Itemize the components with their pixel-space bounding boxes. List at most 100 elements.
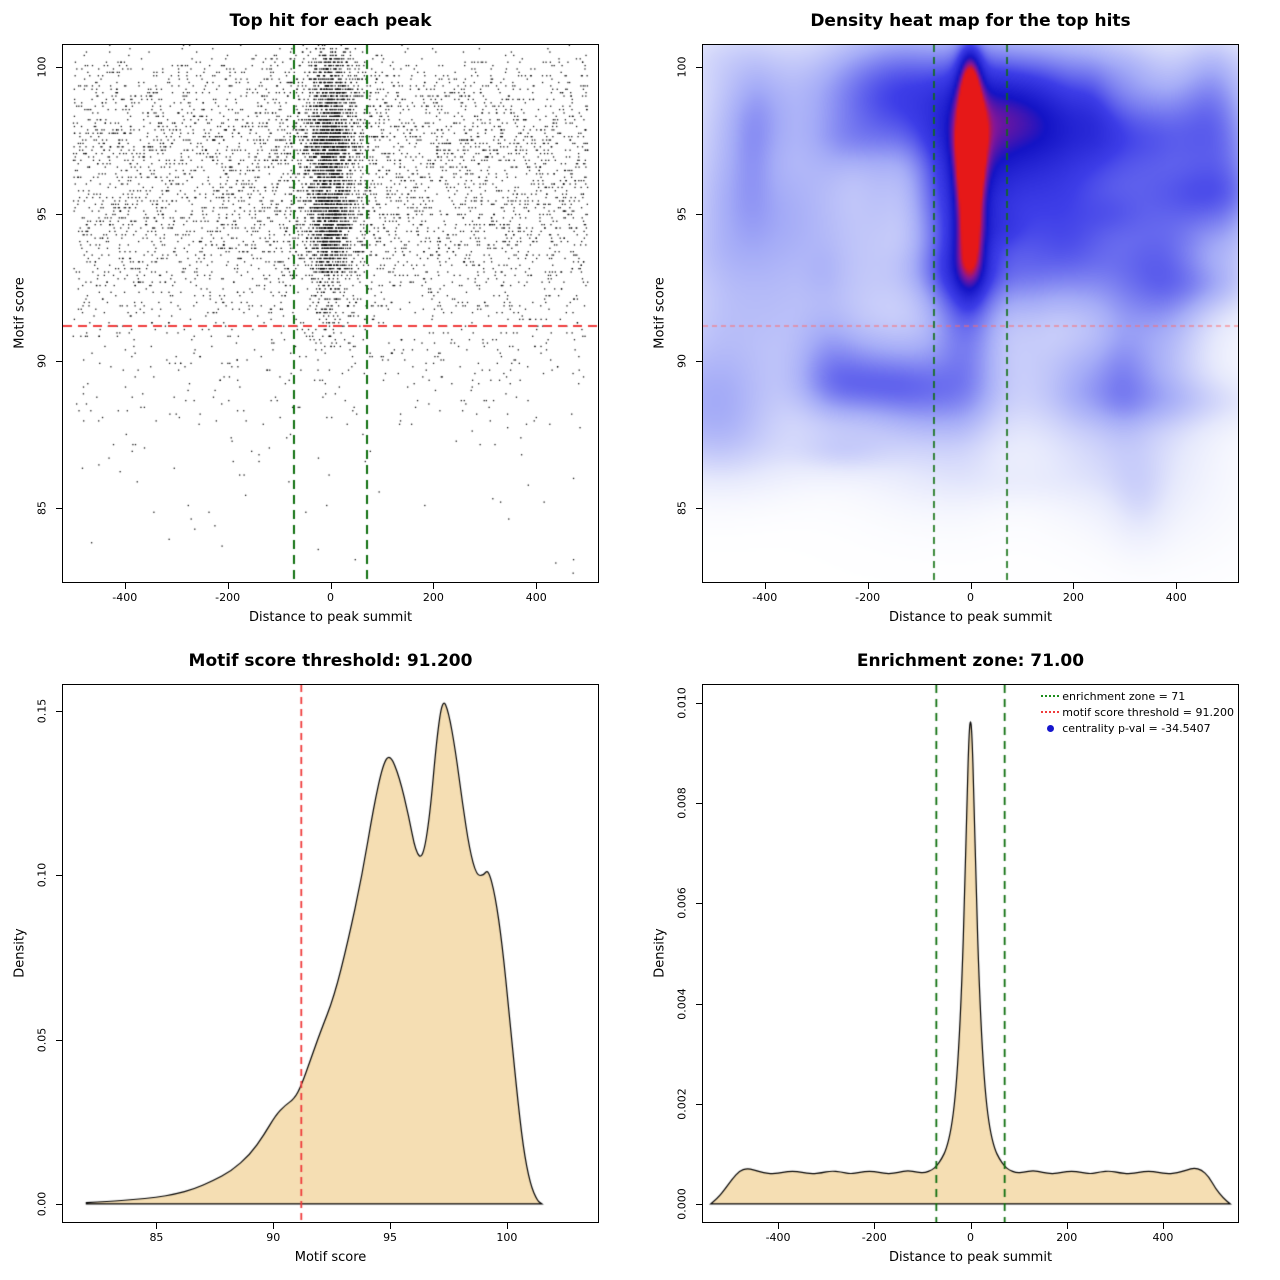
x-tick-label: 100 <box>496 1231 518 1244</box>
x-tick-mark <box>390 1223 392 1229</box>
x-tick-mark <box>330 583 332 589</box>
y-axis-title: Motif score <box>12 277 28 349</box>
y-tick-label: 0.008 <box>675 787 689 819</box>
y-tick-mark <box>696 1103 702 1105</box>
legend-entry: motif score threshold = 91.200 <box>1038 704 1234 720</box>
x-tick-mark <box>273 1223 275 1229</box>
y-tick-mark <box>56 875 62 877</box>
x-tick-mark <box>970 583 972 589</box>
scatter-canvas <box>63 45 598 582</box>
plot-area <box>62 684 599 1223</box>
x-tick-mark <box>506 1223 508 1229</box>
legend-symbol-cell <box>1038 695 1062 697</box>
x-tick-label: 200 <box>1062 591 1084 604</box>
x-tick-mark <box>1162 1223 1164 1229</box>
x-tick-mark <box>1073 583 1075 589</box>
x-tick-label: 400 <box>1152 1231 1174 1244</box>
y-tick-mark <box>56 711 62 713</box>
y-tick-label: 0.05 <box>35 1027 49 1052</box>
y-tick-label: 0.10 <box>35 863 49 888</box>
legend-dotted-line-red <box>1041 711 1060 713</box>
y-tick-label: 0.00 <box>35 1191 49 1217</box>
legend-symbol-cell <box>1038 711 1062 713</box>
legend-symbol-cell <box>1038 724 1062 732</box>
x-tick-mark <box>124 583 126 589</box>
x-tick-label: 400 <box>1165 591 1187 604</box>
y-axis-title: Density <box>12 928 28 978</box>
y-tick-label: 95 <box>35 207 49 222</box>
legend-entry: enrichment zone = 71 <box>1038 688 1234 704</box>
y-tick-mark <box>56 1203 62 1205</box>
heatmap-canvas <box>703 45 1238 582</box>
x-tick-mark <box>536 583 538 589</box>
y-tick-label: 0.000 <box>675 1188 689 1220</box>
x-tick-mark <box>1066 1223 1068 1229</box>
x-tick-label: 400 <box>525 591 547 604</box>
y-tick-label: 90 <box>675 354 689 369</box>
chart-title: Enrichment zone: 71.00 <box>856 651 1085 671</box>
x-tick-label: 200 <box>422 591 444 604</box>
x-tick-label: -200 <box>215 591 241 604</box>
legend-entry: centrality p-val = -34.5407 <box>1038 720 1234 736</box>
y-tick-mark <box>696 903 702 905</box>
y-tick-label: 85 <box>675 501 689 516</box>
y-tick-label: 85 <box>35 501 49 516</box>
plot-area <box>62 44 599 583</box>
legend-label: motif score threshold = 91.200 <box>1062 705 1234 719</box>
y-tick-label: 0.002 <box>675 1088 689 1120</box>
panel-top-hits-scatter: Top hit for each peak Motif score Distan… <box>0 0 640 640</box>
distance-density-canvas <box>703 685 1238 1222</box>
x-tick-label: 95 <box>383 1231 398 1244</box>
x-tick-mark <box>778 1223 780 1229</box>
x-tick-mark <box>874 1223 876 1229</box>
y-tick-mark <box>696 803 702 805</box>
x-tick-label: -200 <box>855 591 881 604</box>
y-tick-mark <box>56 214 62 216</box>
score-density-canvas <box>63 685 598 1222</box>
x-tick-mark <box>1176 583 1178 589</box>
legend-label: centrality p-val = -34.5407 <box>1062 721 1211 735</box>
y-axis-title: Motif score <box>652 277 668 349</box>
y-tick-label: 90 <box>35 354 49 369</box>
chart-title: Top hit for each peak <box>229 11 432 31</box>
y-axis-title: Density <box>652 928 668 978</box>
y-tick-mark <box>56 361 62 363</box>
y-tick-mark <box>56 67 62 69</box>
plot-area <box>702 44 1239 583</box>
y-tick-mark <box>696 1003 702 1005</box>
x-tick-mark <box>764 583 766 589</box>
x-tick-mark <box>970 1223 972 1229</box>
x-tick-mark <box>433 583 435 589</box>
legend-dotted-line-green <box>1041 695 1060 697</box>
y-tick-label: 0.004 <box>675 987 689 1020</box>
y-tick-mark <box>696 508 702 510</box>
x-tick-mark <box>227 583 229 589</box>
x-axis-title: Distance to peak summit <box>248 610 413 625</box>
panel-motif-score-density: Motif score threshold: 91.200 Density Mo… <box>0 640 640 1280</box>
y-tick-mark <box>696 361 702 363</box>
legend: enrichment zone = 71 motif score thresho… <box>1038 688 1234 736</box>
y-tick-mark <box>56 1039 62 1041</box>
panel-enrichment-zone-density: Enrichment zone: 71.00 Density Distance … <box>640 640 1280 1280</box>
y-tick-label: 0.010 <box>675 687 689 719</box>
x-tick-label: -400 <box>765 1231 791 1244</box>
x-tick-label: -400 <box>112 591 138 604</box>
legend-point-blue <box>1046 724 1054 732</box>
y-tick-mark <box>696 1203 702 1205</box>
x-tick-label: 90 <box>266 1231 281 1244</box>
x-tick-label: 0 <box>967 1231 974 1244</box>
chart-title: Motif score threshold: 91.200 <box>188 651 473 671</box>
chart-title: Density heat map for the top hits <box>810 11 1131 31</box>
x-tick-label: -200 <box>861 1231 887 1244</box>
legend-label: enrichment zone = 71 <box>1062 689 1186 703</box>
x-tick-label: 0 <box>967 591 974 604</box>
y-tick-label: 0.006 <box>675 887 689 920</box>
y-tick-mark <box>56 508 62 510</box>
y-tick-label: 95 <box>675 207 689 222</box>
x-axis-title: Distance to peak summit <box>888 1250 1053 1265</box>
y-tick-mark <box>696 703 702 705</box>
x-tick-label: 85 <box>149 1231 164 1244</box>
x-axis-title: Distance to peak summit <box>888 610 1053 625</box>
y-tick-label: 100 <box>35 56 49 78</box>
x-tick-label: -400 <box>752 591 778 604</box>
